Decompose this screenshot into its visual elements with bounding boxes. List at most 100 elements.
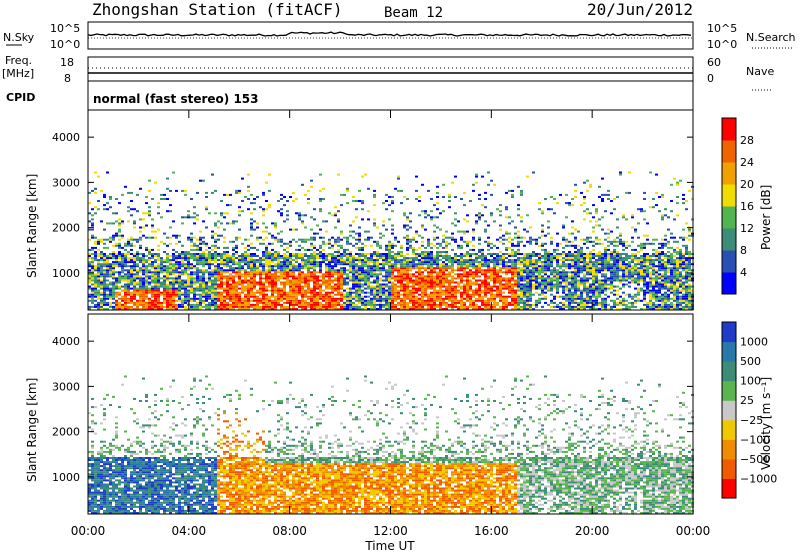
heatmap-cell <box>334 257 337 260</box>
heatmap-cell <box>400 265 403 268</box>
heatmap-cell <box>445 257 448 260</box>
heatmap-cell <box>514 273 517 276</box>
heatmap-cell <box>388 285 391 288</box>
heatmap-cell <box>109 287 112 290</box>
heatmap-cell <box>526 301 529 304</box>
heatmap-cell <box>496 255 499 257</box>
heatmap-cell <box>403 255 406 257</box>
heatmap-cell <box>475 261 478 264</box>
heatmap-cell <box>418 255 421 257</box>
heatmap-cell <box>130 295 133 298</box>
heatmap-cell <box>496 238 499 241</box>
heatmap-cell <box>370 244 373 247</box>
heatmap-cell <box>247 271 250 274</box>
heatmap-cell <box>199 299 202 302</box>
heatmap-cell <box>205 242 208 245</box>
heatmap-cell <box>154 271 157 274</box>
heatmap-cell <box>142 301 145 304</box>
heatmap-cell <box>262 242 265 245</box>
heatmap-cell <box>490 259 493 262</box>
heatmap-cell <box>214 287 217 290</box>
heatmap-cell <box>307 295 310 298</box>
heatmap-cell <box>178 281 181 284</box>
heatmap-cell <box>97 301 100 304</box>
heatmap-cell <box>520 299 523 302</box>
heatmap-cell <box>466 293 469 296</box>
heatmap-cell <box>160 303 163 306</box>
heatmap-cell <box>370 257 373 260</box>
heatmap-cell <box>586 277 589 280</box>
heatmap-cell <box>568 295 571 298</box>
heatmap-cell <box>475 267 478 270</box>
heatmap-cell <box>409 226 412 229</box>
heatmap-cell <box>505 230 508 233</box>
heatmap-cell <box>550 273 553 276</box>
heatmap-cell <box>220 271 223 274</box>
heatmap-cell <box>118 230 121 233</box>
heatmap-cell <box>460 259 463 262</box>
heatmap-cell <box>526 297 529 300</box>
heatmap-cell <box>373 240 376 243</box>
heatmap-cell <box>238 303 241 306</box>
heatmap-cell <box>400 255 403 257</box>
heatmap-cell <box>433 303 436 306</box>
heatmap-cell <box>319 308 322 310</box>
heatmap-cell <box>241 259 244 262</box>
heatmap-cell <box>259 206 262 209</box>
heatmap-cell <box>544 269 547 272</box>
heatmap-cell <box>583 198 586 200</box>
heatmap-cell <box>166 271 169 274</box>
heatmap-cell <box>283 263 286 266</box>
heatmap-cell <box>403 308 406 310</box>
heatmap-cell <box>376 277 379 280</box>
heatmap-cell <box>382 283 385 286</box>
heatmap-cell <box>283 277 286 280</box>
heatmap-cell <box>478 236 481 239</box>
heatmap-cell <box>112 285 115 288</box>
heatmap-cell <box>574 228 577 231</box>
heatmap-cell <box>313 269 316 272</box>
heatmap-cell <box>433 297 436 300</box>
heatmap-cell <box>484 198 487 200</box>
heatmap-cell <box>139 287 142 290</box>
heatmap-cell <box>259 301 262 304</box>
heatmap-cell <box>499 271 502 274</box>
nsearch-tick-bottom: 10^0 <box>707 38 737 51</box>
heatmap-cell <box>259 281 262 284</box>
heatmap-cell <box>238 293 241 296</box>
heatmap-cell <box>442 210 445 213</box>
heatmap-cell <box>439 267 442 270</box>
heatmap-cell <box>376 255 379 257</box>
heatmap-cell <box>511 293 514 296</box>
heatmap-cell <box>388 196 391 198</box>
heatmap-cell <box>214 244 217 247</box>
heatmap-cell <box>157 279 160 282</box>
heatmap-cell <box>244 259 247 262</box>
heatmap-cell <box>139 291 142 294</box>
heatmap-cell <box>142 291 145 294</box>
heatmap-cell <box>238 210 241 213</box>
heatmap-cell <box>154 301 157 304</box>
heatmap-cell <box>184 216 187 219</box>
heatmap-cell <box>337 261 340 264</box>
heatmap-cell <box>280 261 283 264</box>
heatmap-cell <box>457 267 460 270</box>
heatmap-cell <box>520 295 523 298</box>
heatmap-cell <box>226 251 229 253</box>
heatmap-cell <box>403 283 406 286</box>
heatmap-cell <box>412 263 415 266</box>
heatmap-cell <box>550 301 553 304</box>
heatmap-cell <box>259 287 262 290</box>
heatmap-cell <box>298 216 301 219</box>
heatmap-cell <box>328 255 331 257</box>
heatmap-cell <box>388 265 391 268</box>
heatmap-cell <box>310 261 313 264</box>
heatmap-cell <box>550 289 553 292</box>
heatmap-cell <box>289 299 292 302</box>
heatmap-cell <box>457 244 460 247</box>
heatmap-cell <box>367 257 370 260</box>
heatmap-cell <box>343 283 346 286</box>
heatmap-cell <box>109 295 112 298</box>
heatmap-cell <box>289 253 292 255</box>
heatmap-cell <box>427 263 430 266</box>
